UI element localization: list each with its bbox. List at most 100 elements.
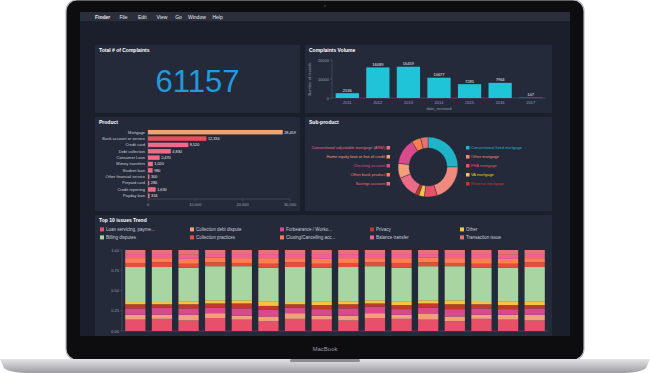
legend-label: Loan servicing, payme... <box>106 227 155 232</box>
legend-label: Other <box>466 227 478 232</box>
stage: MacBookFinderFileEditViewGoWindowHelpTot… <box>0 0 650 373</box>
bar-segment <box>365 266 385 300</box>
bar <box>519 97 542 98</box>
x-tick-label: 20,000 <box>237 202 250 207</box>
x-tick-label: 10,000 <box>189 202 202 207</box>
bar-segment <box>445 300 465 304</box>
bar-segment <box>391 309 411 315</box>
data-label: 147 <box>527 92 534 97</box>
bar-segment <box>525 308 545 314</box>
bar-segment <box>338 254 358 258</box>
bar-segment <box>471 308 491 314</box>
bar-segment <box>232 263 252 266</box>
legend-swatch <box>466 164 470 168</box>
bar-segment <box>205 262 225 266</box>
bar-segment <box>125 308 145 314</box>
legend-swatch <box>387 155 391 159</box>
legend-swatch <box>280 235 284 239</box>
bar-segment <box>125 254 145 258</box>
bar-segment <box>525 250 545 254</box>
legend-swatch <box>466 182 470 186</box>
bar-segment <box>525 315 545 321</box>
legend-swatch <box>466 155 470 159</box>
bar-segment <box>152 254 172 258</box>
y-tick <box>120 331 122 332</box>
y-tick-label: Student loan <box>123 168 145 173</box>
camera <box>324 5 327 8</box>
bar <box>427 78 450 98</box>
slice-label: FHA mortgage <box>471 163 498 168</box>
bar-segment <box>258 321 278 331</box>
bar-segment <box>391 254 411 258</box>
bar-segment <box>445 254 465 258</box>
y-tick-label: 0.00 <box>111 329 120 334</box>
bar-segment <box>445 266 465 300</box>
x-axis-title: date_received <box>426 106 451 111</box>
bar-segment <box>471 268 491 301</box>
bar <box>148 155 160 159</box>
y-tick <box>330 79 332 80</box>
bar-segment <box>445 321 465 331</box>
bar-segment <box>445 304 465 309</box>
bar-segment <box>125 320 145 331</box>
bar-segment <box>258 250 278 254</box>
bar-segment <box>525 254 545 258</box>
bar-segment <box>365 313 385 318</box>
bar-segment <box>178 315 198 321</box>
bar-segment <box>312 259 332 264</box>
bar-segment <box>232 266 252 300</box>
bar-segment <box>152 250 172 254</box>
menu-item: Go <box>175 14 182 20</box>
bar-segment <box>285 254 305 258</box>
bar-segment <box>152 301 172 304</box>
legend-label: Billing disputes <box>106 235 137 240</box>
bar-segment <box>258 258 278 264</box>
bar-segment <box>152 304 172 307</box>
menu-item: Window <box>188 14 206 20</box>
y-tick-label: 10000 <box>318 77 330 82</box>
bar-segment <box>338 267 358 302</box>
data-label: 2,470 <box>161 156 171 160</box>
bar-segment <box>232 320 252 331</box>
legend-swatch <box>100 227 104 231</box>
bar-segment <box>205 303 225 307</box>
bar-segment <box>152 262 172 267</box>
slice-label: Conventional adjustable mortgage (ARM) <box>312 145 386 150</box>
bar-segment <box>285 267 305 301</box>
device-label: MacBook <box>312 346 338 352</box>
x-tick-label: 0 <box>147 202 150 207</box>
bar <box>336 93 359 98</box>
bar-segment <box>391 250 411 254</box>
marks <box>336 67 543 98</box>
bar-segment <box>498 305 518 309</box>
bar-segment <box>338 263 358 267</box>
bar-segment <box>312 250 332 254</box>
bar-segment <box>312 254 332 259</box>
data-label: 8,520 <box>190 143 200 147</box>
bar-segment <box>312 264 332 268</box>
slice-label: Other bank product <box>351 172 386 177</box>
bar <box>148 136 206 140</box>
kpi-value: 61157 <box>156 64 240 99</box>
bar-segment <box>152 319 172 331</box>
bar-segment <box>125 301 145 304</box>
bar-segment <box>232 308 252 315</box>
bar-segment <box>205 313 225 318</box>
data-label: 300 <box>151 175 157 179</box>
slice-label: Reverse mortgage <box>471 181 505 186</box>
bar-segment <box>365 250 385 254</box>
bar-segment <box>205 254 225 257</box>
slice <box>428 137 458 167</box>
slice <box>421 137 428 149</box>
x-tick-label: 2016 <box>496 100 506 105</box>
bar-segment <box>525 320 545 331</box>
bar-segment <box>391 258 411 263</box>
bar-segment <box>471 304 491 308</box>
bar-segment <box>152 258 172 262</box>
bar-segment <box>338 258 358 263</box>
panel-title: Top 10 issues Trend <box>99 217 147 223</box>
legend-swatch <box>387 182 391 186</box>
y-axis-title: Number of records <box>307 62 312 95</box>
bar-segment <box>178 264 198 268</box>
laptop-lid <box>66 0 584 360</box>
